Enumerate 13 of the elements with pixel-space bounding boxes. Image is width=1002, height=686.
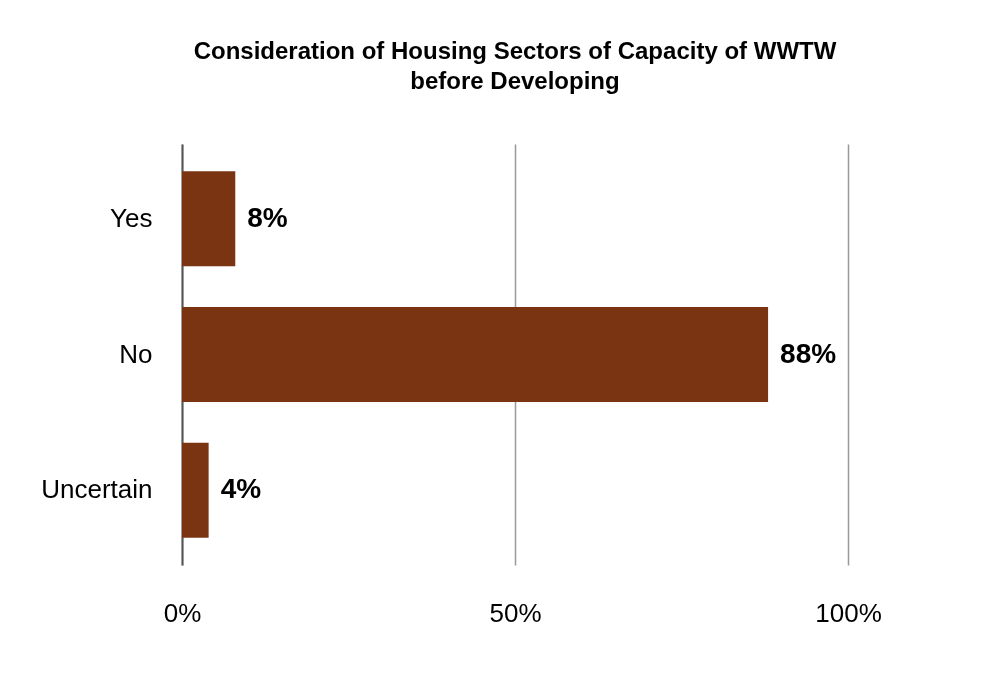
x-tick-label: 50%	[489, 597, 542, 628]
data-label: 8%	[247, 201, 288, 233]
x-tick-label: 100%	[815, 597, 882, 628]
bar	[182, 306, 769, 403]
data-label: 4%	[220, 473, 262, 505]
y-tick-label: No	[119, 338, 153, 369]
y-tick-label: Uncertain	[41, 474, 153, 505]
bar	[182, 442, 209, 538]
chart-title: Consideration of Housing Sectors of Capacity of WWTW before Developing	[193, 37, 837, 94]
y-tick-label: Yes	[110, 202, 153, 233]
data-label: 88%	[780, 337, 837, 369]
bar	[182, 171, 236, 267]
x-tick-label: 0%	[163, 597, 202, 628]
